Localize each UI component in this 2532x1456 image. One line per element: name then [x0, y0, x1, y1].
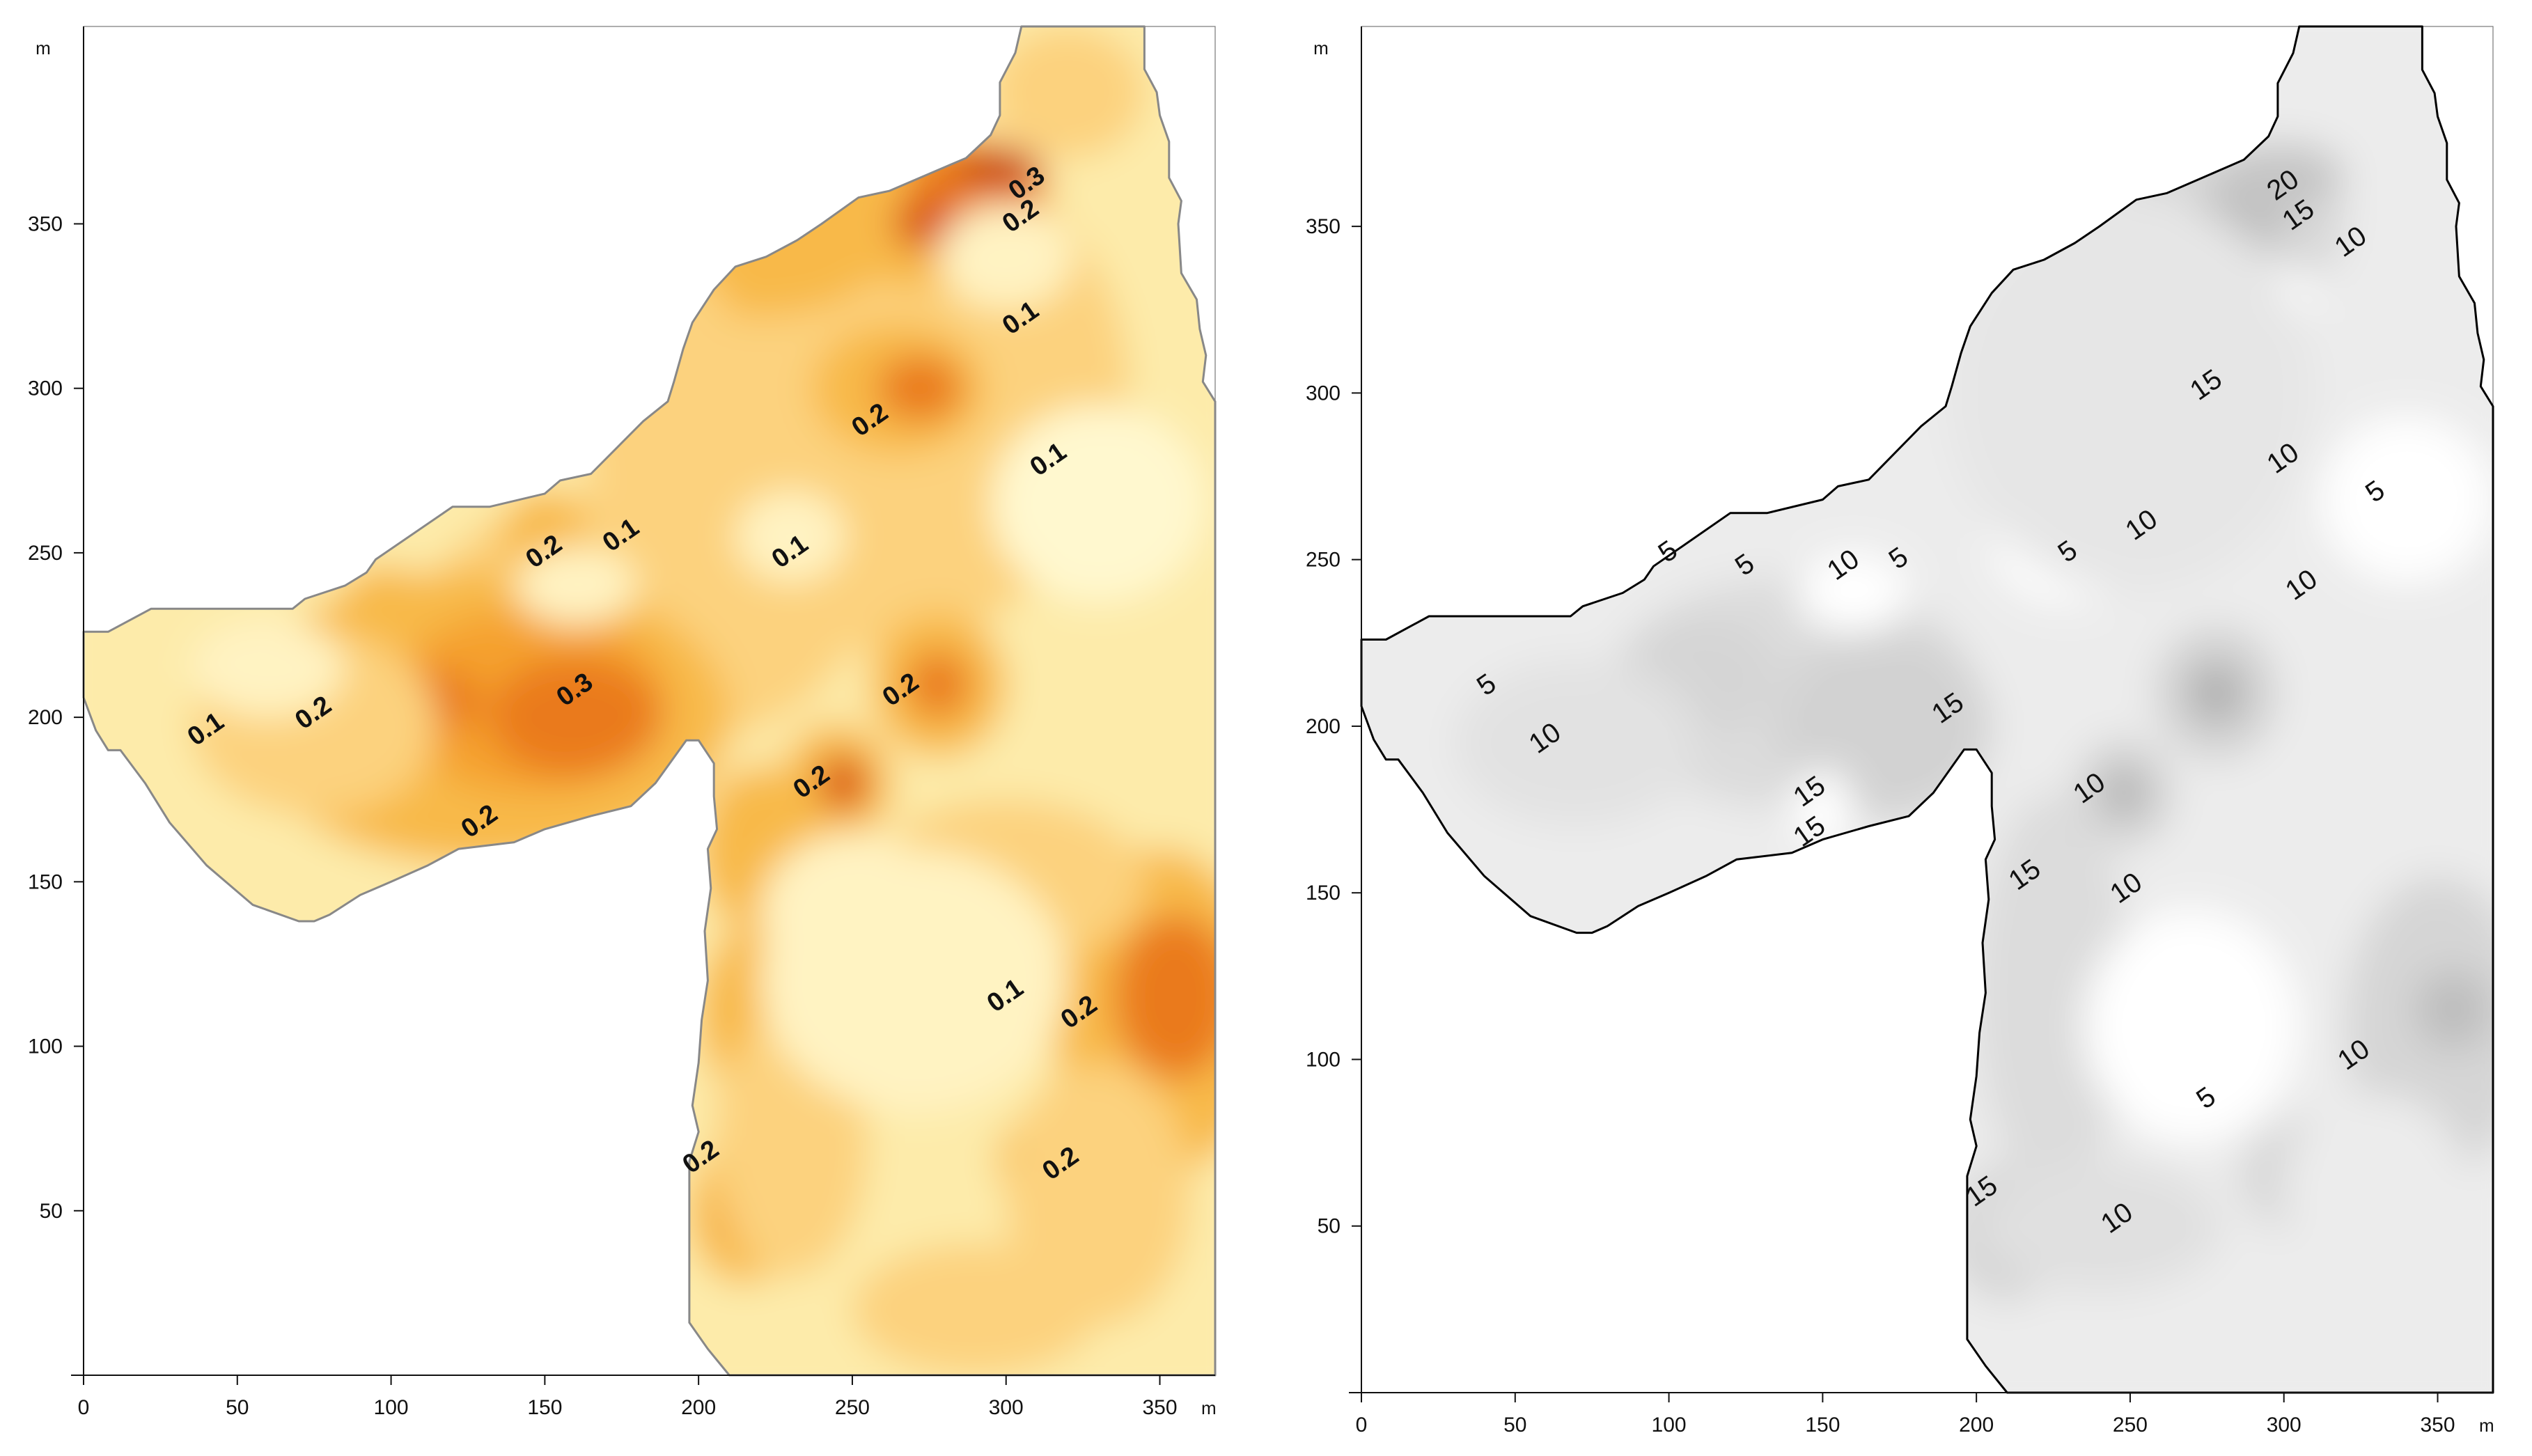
x-tick-label: 50: [226, 1396, 249, 1419]
x-tick-label: 100: [374, 1396, 409, 1419]
y-tick-label: 100: [1306, 1048, 1341, 1071]
x-tick-label: 0: [1356, 1414, 1368, 1437]
x-axis-unit: m: [2479, 1415, 2494, 1436]
y-tick-label: 300: [1306, 382, 1341, 405]
field-blob: [938, 204, 1074, 310]
field-blob: [1792, 769, 1854, 850]
field-blob: [2084, 909, 2299, 1143]
survey-boundary: [82, 25, 1217, 1377]
x-tick-label: 350: [2420, 1414, 2455, 1437]
x-tick-label: 300: [2267, 1414, 2302, 1437]
y-tick-label: 200: [1306, 715, 1341, 738]
y-axis-unit: m: [36, 38, 51, 58]
y-tick-label: 150: [1306, 882, 1341, 905]
field-blob: [1976, 792, 2130, 1193]
field-blob: [1798, 553, 1909, 633]
x-tick-label: 150: [527, 1396, 562, 1419]
x-tick-label: 0: [78, 1396, 90, 1419]
field-blob: [2416, 969, 2490, 1050]
field-blob: [990, 26, 1145, 158]
y-tick-label: 250: [1306, 549, 1341, 572]
field-blob: [191, 618, 345, 718]
y-tick-label: 150: [28, 870, 63, 893]
field-blob: [818, 756, 868, 810]
field-blob: [514, 546, 637, 625]
y-tick-label: 50: [40, 1200, 63, 1223]
field-blob: [2191, 666, 2241, 720]
field-blob: [2283, 1093, 2469, 1293]
left-contour-map: 0 50 100 150 200 250 300 350 50 100 150 200 250 300 35…: [28, 25, 1217, 1419]
field-blob: [636, 197, 884, 316]
field-blob: [990, 405, 1206, 602]
x-tick-label: 50: [1503, 1414, 1526, 1437]
field-blob: [1113, 914, 1215, 1079]
x-tick-label: 150: [1805, 1414, 1840, 1437]
x-tick-label: 350: [1142, 1396, 1177, 1419]
x-tick-label: 300: [989, 1396, 1024, 1419]
field-blob: [1976, 1159, 2223, 1293]
field-blob: [907, 651, 969, 718]
field-blob: [760, 832, 945, 997]
y-tick-label: 350: [28, 212, 63, 235]
field-blob: [2105, 772, 2143, 813]
x-tick-label: 250: [835, 1396, 870, 1419]
field-blob: [606, 263, 730, 382]
left-map-panel: 0 50 100 150 200 250 300 350 50 100 150 200 250 300 35…: [0, 0, 1253, 1456]
field-blob: [489, 658, 662, 777]
field-blob: [2222, 143, 2346, 210]
x-tick-label: 200: [681, 1396, 716, 1419]
x-tick-label: 100: [1652, 1414, 1687, 1437]
field-blob: [852, 1244, 1099, 1375]
field-blob: [1945, 193, 2315, 593]
field-blob: [735, 490, 847, 583]
y-axis-unit: m: [1313, 38, 1329, 58]
y-tick-label: 300: [28, 377, 63, 400]
field-blob: [877, 355, 963, 421]
field-blob: [1453, 659, 1700, 827]
right-map-panel: 0 50 100 150 200 250 300 350 50 100 150 200 250 300 35…: [1274, 0, 2532, 1456]
x-tick-label: 200: [1959, 1414, 1994, 1437]
y-tick-label: 100: [28, 1035, 63, 1058]
x-axis-unit: m: [1201, 1398, 1217, 1418]
y-tick-label: 350: [1306, 215, 1341, 238]
y-tick-label: 50: [1318, 1215, 1341, 1238]
right-contour-map: 0 50 100 150 200 250 300 350 50 100 150 200 250 300 35…: [1306, 25, 2494, 1437]
field-blob: [2320, 416, 2493, 584]
y-tick-label: 200: [28, 706, 63, 729]
survey-boundary: [1360, 25, 2494, 1394]
y-tick-label: 250: [28, 542, 63, 565]
x-tick-label: 250: [2113, 1414, 2148, 1437]
field-blob: [341, 565, 428, 632]
field-blob: [957, 148, 1043, 188]
